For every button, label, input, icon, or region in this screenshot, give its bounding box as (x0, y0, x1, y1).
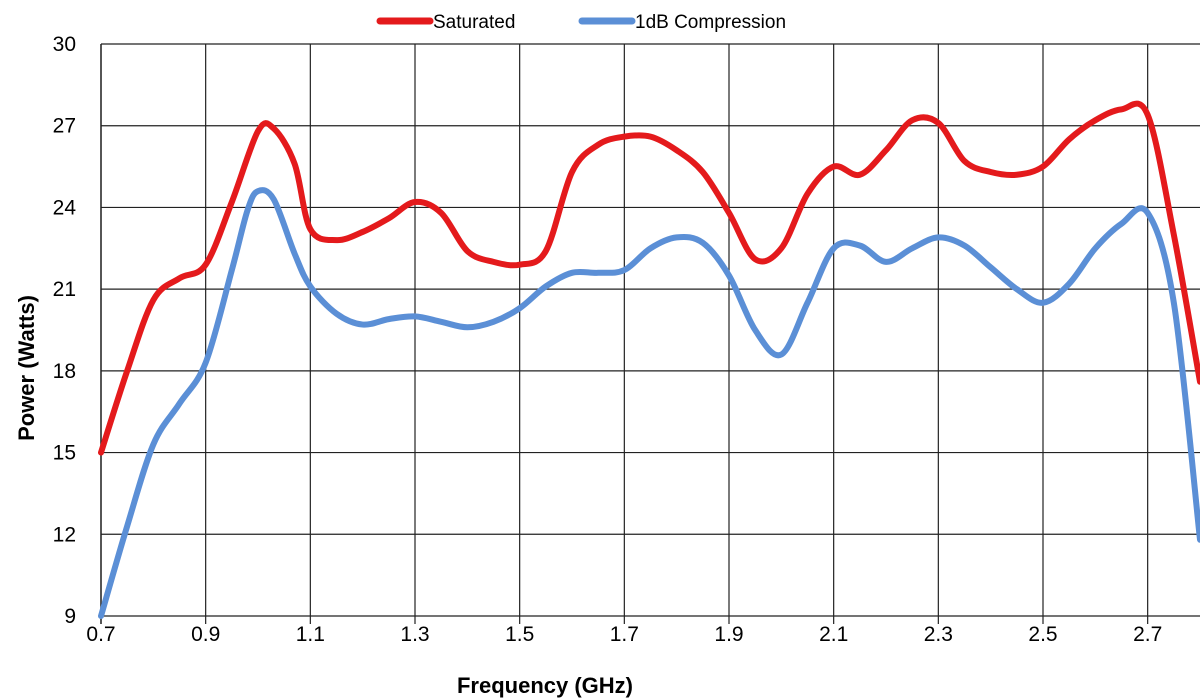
legend-label-1db-compression: 1dB Compression (635, 12, 786, 33)
x-tick-label: 1.5 (505, 623, 534, 646)
y-tick-label: 9 (64, 605, 76, 628)
y-tick-label: 18 (53, 360, 76, 383)
x-tick-label: 2.7 (1133, 623, 1162, 646)
legend-label-saturated: Saturated (433, 12, 515, 33)
x-tick-label: 1.1 (296, 623, 325, 646)
x-tick-label: 2.3 (924, 623, 953, 646)
y-axis-title: Power (Watts) (14, 295, 39, 441)
series-line-1db-compression (98, 187, 1200, 619)
y-tick-label: 12 (53, 523, 76, 546)
x-tick-label: 1.9 (714, 623, 743, 646)
x-tick-label: 1.7 (610, 623, 639, 646)
legend: Saturated 1dB Compression (376, 12, 786, 33)
grid (100, 43, 1200, 624)
y-tick-label: 21 (53, 278, 76, 301)
x-tick-label: 2.5 (1028, 623, 1057, 646)
x-tick-label: 2.1 (819, 623, 848, 646)
y-tick-label: 15 (53, 442, 76, 465)
series-lines (98, 100, 1200, 619)
series-line-saturated (98, 100, 1200, 456)
y-tick-label: 24 (53, 196, 77, 219)
x-tick-label: 0.9 (191, 623, 220, 646)
x-axis-ticks: 0.7 0.9 1.1 1.3 1.5 1.7 1.9 2.1 2.3 2.5 2.7 (86, 623, 1162, 646)
x-axis-title: Frequency (GHz) (457, 673, 633, 698)
y-tick-label: 27 (53, 115, 76, 138)
x-tick-label: 0.7 (86, 623, 115, 646)
y-axis-ticks: 9 12 15 18 21 24 27 30 (53, 33, 77, 628)
x-tick-label: 1.3 (400, 623, 429, 646)
y-tick-label: 30 (53, 33, 76, 56)
